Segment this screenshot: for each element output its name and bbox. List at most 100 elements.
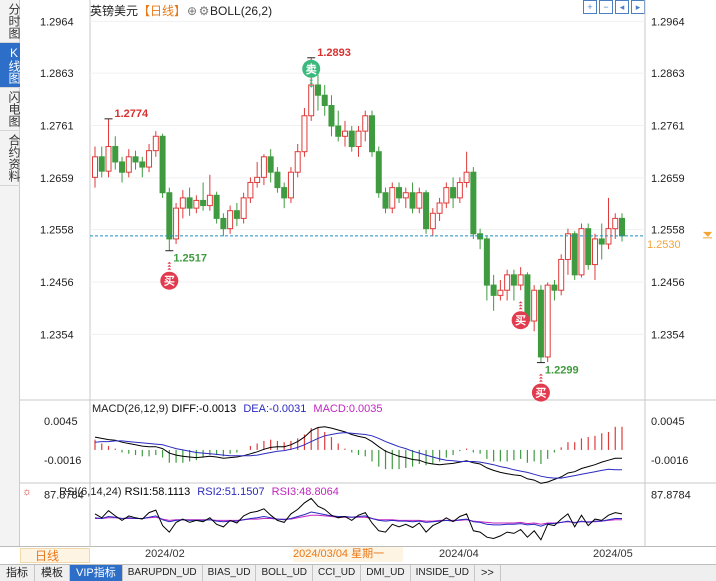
candle-body [314, 84, 321, 96]
buy-signal-label: 买 [535, 387, 546, 400]
macd-y-tick-right: -0.0016 [651, 455, 688, 467]
rsi-settings-icon[interactable]: ☼ [22, 486, 33, 498]
candle-body [308, 84, 315, 117]
rsi2-line [94, 511, 622, 527]
macd-legend-macd: MACD:0.0035 [313, 403, 383, 415]
price-marker-icon [703, 231, 712, 237]
tab-vip-indicator[interactable]: VIP指标 [70, 565, 123, 581]
candle-body [125, 156, 132, 173]
candle-body [220, 217, 227, 230]
price-tag-label: 1.2530 [647, 239, 681, 251]
tab-bias[interactable]: BIAS_UD [203, 565, 257, 581]
signal-arrow [167, 264, 172, 267]
instrument-title: 英镑美元 [90, 4, 139, 18]
indicator-settings-icon[interactable]: ⚙ [198, 4, 210, 18]
candle-body [558, 258, 565, 291]
rsi-legend-rsi1: RSI1:58.1113 [124, 486, 191, 498]
candle-body [585, 228, 592, 266]
period-selector[interactable]: 【日线】 [138, 4, 187, 18]
candle-body [477, 233, 484, 240]
signal-arrow [518, 304, 523, 307]
signal-arrow [167, 261, 172, 264]
candle-body [294, 151, 301, 173]
rsi-legend-name: RSI(6,14,24) [59, 486, 122, 498]
candle-body [578, 228, 585, 276]
candle-body [429, 212, 436, 230]
buy-signal-icon [160, 271, 179, 290]
date-label-apr: 2024/04 [439, 548, 479, 560]
candle-body [233, 210, 240, 219]
tab-template[interactable]: 模板 [35, 565, 70, 581]
low-label: 1.2299 [545, 365, 579, 377]
candle-body [362, 115, 369, 132]
date-label-may: 2024/05 [593, 548, 633, 560]
y-tick-label-right: 1.2761 [651, 121, 685, 133]
candle-body [537, 289, 544, 358]
tab-dmi[interactable]: DMI_UD [361, 565, 411, 581]
side-tab-contract[interactable]: 合约资料 [0, 131, 21, 186]
candle-body [531, 289, 538, 322]
candle-body [409, 192, 416, 209]
candle-body [382, 192, 389, 209]
candle-body [179, 197, 186, 209]
candle-body [98, 156, 105, 172]
buy-signal-label: 买 [515, 314, 526, 327]
candle-body [436, 202, 443, 214]
settings-icon[interactable]: ⊕ [187, 4, 198, 18]
chart-canvas[interactable]: 1.2964 1.2964 1.2863 1.2863 1.2761 1.2761 1.26… [0, 0, 716, 548]
candle-body [335, 125, 342, 137]
side-tab-timeshare[interactable]: 分时图 [0, 0, 21, 43]
candle-body [240, 197, 247, 219]
candle-body [287, 171, 294, 199]
candle-body [186, 197, 193, 209]
top-toolbar: + − ◂ ▸ [583, 0, 645, 16]
date-label-feb: 2024/02 [145, 548, 185, 560]
candle-body [159, 135, 166, 194]
candle-body [396, 187, 403, 199]
more-tabs-button[interactable]: >> [475, 565, 501, 581]
candle-body [463, 171, 470, 183]
side-tab-flash[interactable]: 闪电图 [0, 88, 21, 131]
tab-indicator[interactable]: 指标 [0, 565, 35, 581]
candle-body [173, 207, 180, 240]
tab-barupdn[interactable]: BARUPDN_UD [123, 565, 203, 581]
candle-body [260, 156, 267, 178]
candle-body [92, 156, 98, 178]
candle-body [146, 150, 153, 168]
candle-body [470, 171, 477, 235]
candle-body [456, 181, 463, 199]
candle-body [105, 146, 112, 172]
indicator-name[interactable]: BOLL(26,2) [210, 4, 273, 18]
candle-body [504, 274, 511, 291]
candle-body [510, 274, 517, 286]
macd-legend: MACD(26,12,9) DIFF:-0.0013 DEA:-0.0031 M… [92, 403, 383, 415]
period-label[interactable]: 日线 [20, 548, 90, 563]
buy-signal-icon [511, 311, 530, 330]
candle-body [166, 192, 173, 240]
candle-body [571, 233, 578, 276]
low-label: 1.2517 [173, 253, 207, 265]
zoom-out-icon[interactable]: − [599, 0, 613, 14]
zoom-in-icon[interactable]: + [583, 0, 597, 14]
candle-body [355, 130, 362, 148]
macd-y-tick-left: -0.0016 [44, 455, 81, 467]
indicator-tab-bar: 指标 模板 VIP指标 BARUPDN_UD BIAS_UD BOLL_UD C… [0, 564, 716, 581]
candle-body [402, 192, 409, 199]
rsi-y-tick-right: 87.8784 [651, 490, 691, 502]
high-label: 1.2893 [317, 47, 351, 59]
candle-body [497, 289, 504, 296]
candle-body [369, 115, 376, 153]
side-tab-kline[interactable]: K线图 [0, 43, 21, 88]
candle-body [132, 156, 139, 163]
candle-body [200, 199, 207, 207]
candle-body [328, 105, 335, 127]
y-tick-label-right: 1.2964 [651, 16, 685, 28]
y-tick-label-right: 1.2659 [651, 173, 685, 185]
y-tick-label-left: 1.2456 [40, 277, 74, 289]
tab-inside[interactable]: INSIDE_UD [411, 565, 475, 581]
tab-cci[interactable]: CCI_UD [313, 565, 362, 581]
tab-boll[interactable]: BOLL_UD [256, 565, 314, 581]
move-left-icon[interactable]: ◂ [615, 0, 629, 14]
macd-legend-dea: DEA:-0.0031 [243, 403, 307, 415]
